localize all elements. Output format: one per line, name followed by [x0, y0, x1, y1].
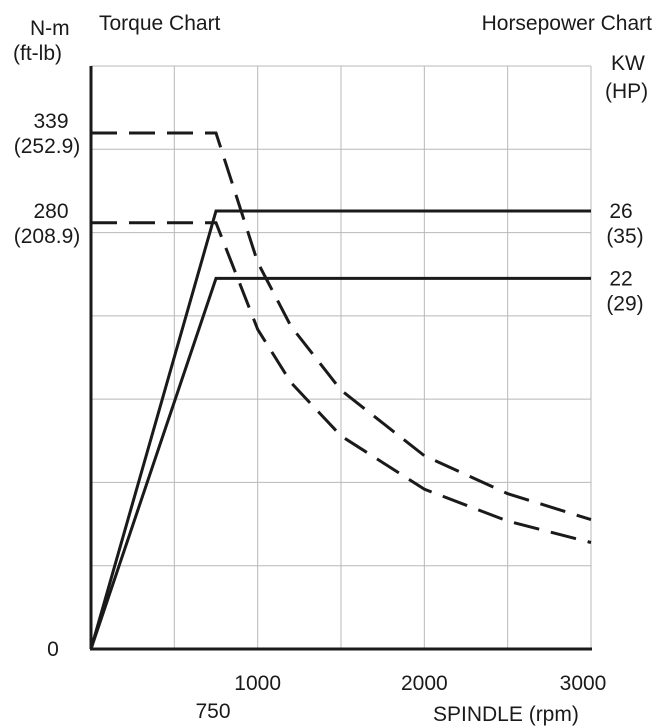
- power-tick-label: 22: [609, 267, 632, 290]
- x-tick-label: 1000: [234, 672, 281, 695]
- left-unit-secondary: (ft-lb): [13, 42, 62, 65]
- x-tick-label: 750: [195, 700, 230, 723]
- axes: [89, 66, 592, 651]
- power-curve-3: [89, 209, 591, 650]
- left-unit-primary: N-m: [30, 17, 70, 40]
- right-unit-secondary: (HP): [605, 80, 648, 103]
- x-axis-label: SPINDLE (rpm): [433, 703, 579, 726]
- series-group: [89, 131, 592, 650]
- grid: [91, 65, 592, 649]
- x-tick-label: 3000: [560, 672, 607, 695]
- power-tick-sublabel: (35): [606, 225, 643, 248]
- torque-tick-label: 280: [33, 200, 68, 223]
- horsepower-chart-title: Horsepower Chart: [482, 12, 653, 35]
- torque-tick-label: 0: [47, 638, 59, 661]
- x-tick-label: 2000: [401, 672, 448, 695]
- torque-curve-2: [91, 221, 592, 544]
- torque-tick-label: 339: [33, 110, 68, 133]
- power-tick-label: 26: [609, 200, 632, 223]
- tick-labels: 339(252.9) 280(208.9) 0 26(35) 22(29) 1000 200…: [14, 110, 644, 723]
- torque-tick-sublabel: (252.9): [14, 135, 81, 158]
- power-tick-sublabel: (29): [606, 292, 643, 315]
- right-unit-primary: KW: [611, 52, 645, 75]
- power-curve-4: [89, 276, 591, 650]
- torque-tick-sublabel: (208.9): [14, 225, 81, 248]
- torque-chart-title: Torque Chart: [99, 12, 221, 35]
- labels: N-m (ft-lb) Torque Chart Horsepower Char…: [13, 12, 652, 726]
